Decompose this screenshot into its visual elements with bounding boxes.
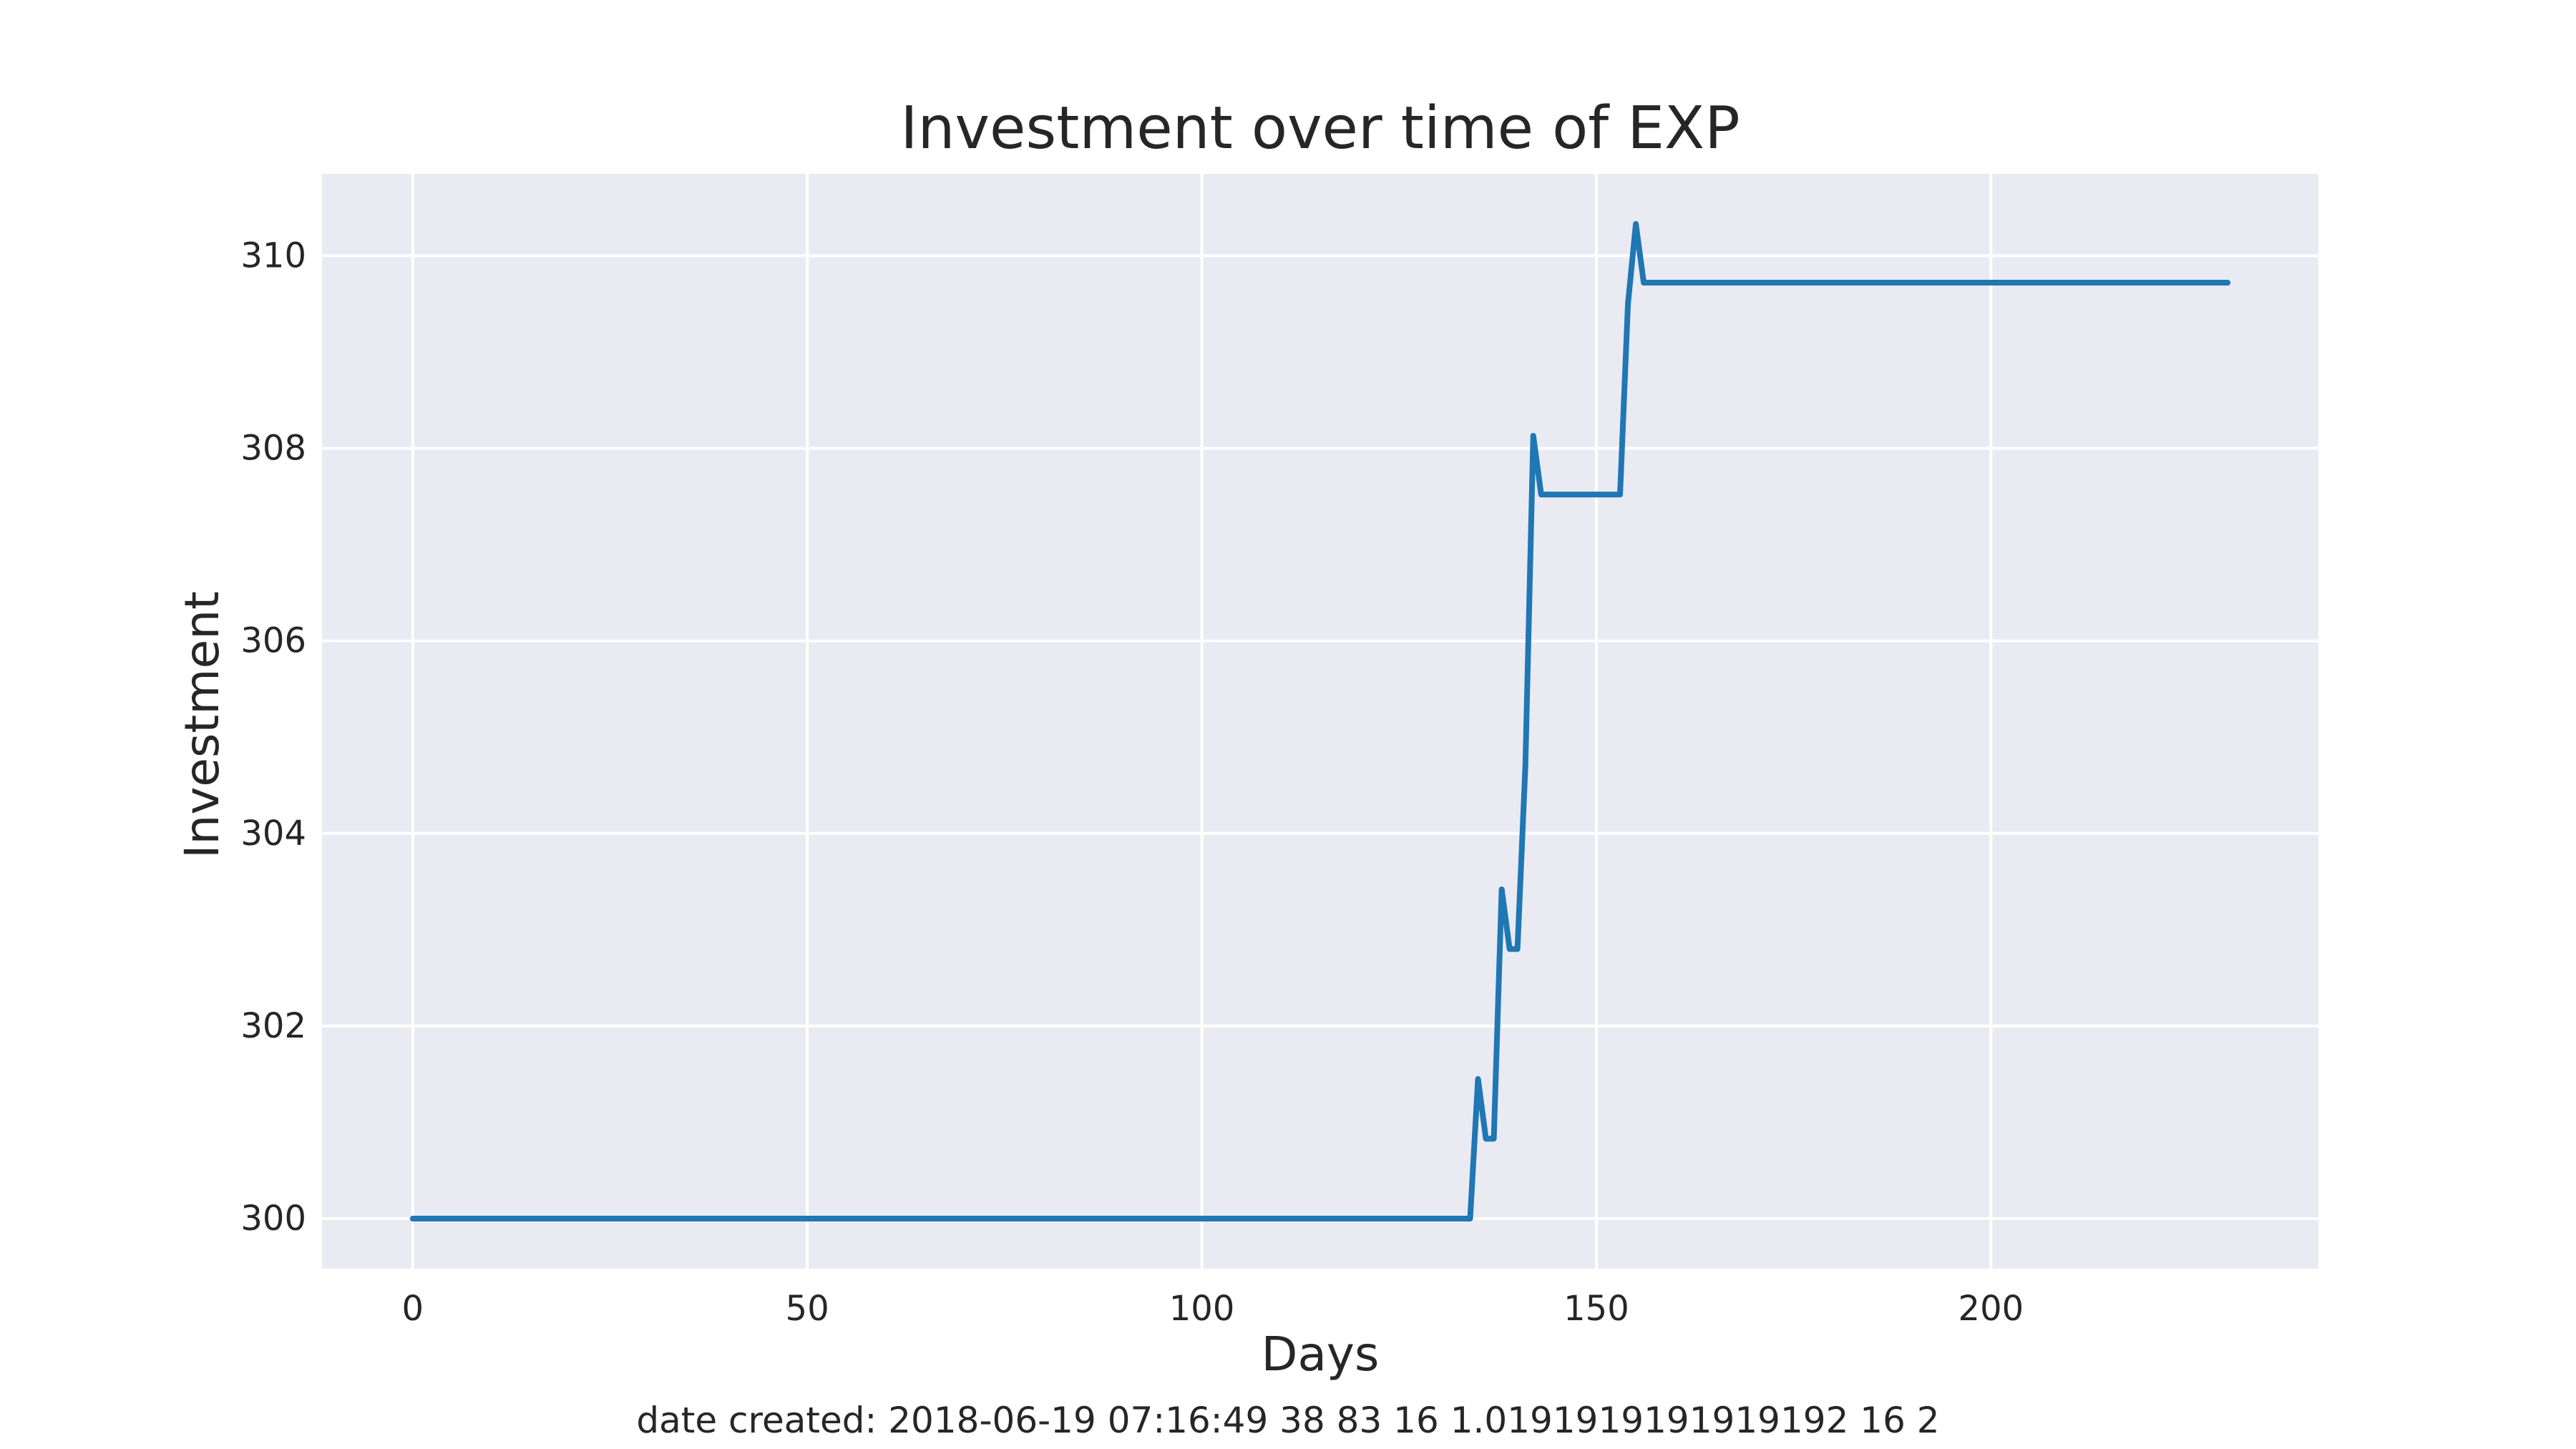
series-line — [409, 220, 2231, 1222]
y-tick-label: 302 — [240, 1006, 306, 1046]
x-tick-label: 50 — [786, 1289, 829, 1329]
x-tick-label: 150 — [1563, 1289, 1629, 1329]
series-lines — [409, 220, 2231, 1222]
y-tick-label: 308 — [240, 429, 306, 469]
x-tick-label: 200 — [1958, 1289, 2024, 1329]
y-tick-label: 310 — [240, 235, 306, 275]
footnote: date created: 2018-06-19 07:16:49 38 83 … — [636, 1400, 1939, 1441]
x-gridlines — [411, 174, 1993, 1269]
y-tick-label: 300 — [240, 1199, 306, 1239]
y-tick-labels: 300 302 304 306 308 310 — [240, 235, 306, 1239]
chart-title: Investment over time of EXP — [900, 94, 1740, 162]
x-tick-label: 0 — [402, 1289, 424, 1329]
y-axis-label: Investment — [175, 591, 230, 859]
x-axis-label: Days — [1262, 1327, 1380, 1382]
y-tick-label: 304 — [240, 814, 306, 854]
y-tick-label: 306 — [240, 621, 306, 661]
plot-area — [322, 174, 2318, 1269]
x-tick-labels: 0 50 100 150 200 — [402, 1289, 2024, 1329]
x-tick-label: 100 — [1169, 1289, 1235, 1329]
